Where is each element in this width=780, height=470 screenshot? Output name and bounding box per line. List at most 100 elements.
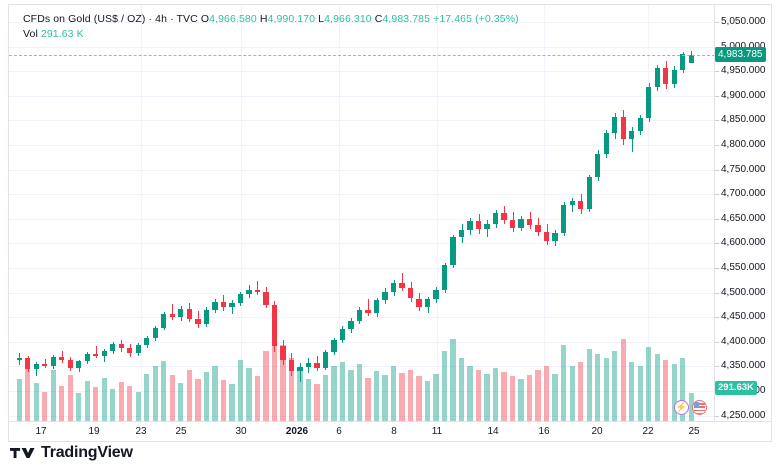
candle-body xyxy=(586,177,592,209)
gridline-horizontal xyxy=(9,194,715,196)
volume-bar xyxy=(127,386,133,423)
candle-wick xyxy=(96,345,97,358)
legend-volume-row: Vol 291.63 K xyxy=(23,27,519,41)
candle-body xyxy=(339,329,346,340)
volume-bar xyxy=(518,379,524,423)
candle-body xyxy=(688,54,694,64)
volume-bar xyxy=(509,375,516,423)
candle-body xyxy=(433,289,439,300)
candle-body xyxy=(612,117,618,134)
gridline-horizontal xyxy=(9,391,715,392)
volume-bar xyxy=(280,345,286,423)
candle-body xyxy=(16,357,22,361)
volume-bar xyxy=(271,333,278,423)
volume-bar xyxy=(637,365,643,423)
volume-bar xyxy=(288,357,295,423)
gridline-vertical xyxy=(241,5,242,423)
gridline-horizontal xyxy=(9,71,715,73)
candle-body xyxy=(297,367,303,372)
gridline-horizontal xyxy=(9,243,715,245)
time-axis[interactable]: 17 19 23 25 30 2026 6 8 11 14 16 20 22 25 xyxy=(9,421,771,441)
volume-bar xyxy=(305,379,312,423)
candle-body xyxy=(25,357,31,370)
volume-bar xyxy=(135,392,141,423)
price-tick-label: 4,450.000 xyxy=(715,312,766,322)
volume-bar xyxy=(612,351,618,423)
candle-body xyxy=(93,353,99,356)
last-price-tag: 4,983.785 xyxy=(715,47,766,63)
chart-plot-area[interactable] xyxy=(9,5,715,423)
candle-wick xyxy=(632,127,633,152)
volume-bar xyxy=(76,393,82,423)
candle-body xyxy=(118,343,124,348)
candle-wick xyxy=(104,348,105,363)
volume-bar xyxy=(441,351,448,423)
legend-close-label: C xyxy=(374,13,383,25)
volume-bar xyxy=(475,369,482,423)
candle-body xyxy=(450,237,456,266)
price-tick-label: 4,950.000 xyxy=(715,66,766,76)
candle-body xyxy=(535,224,541,232)
candle-body xyxy=(492,212,499,224)
legend-interval[interactable]: 4h xyxy=(155,13,168,25)
candle-body xyxy=(569,201,575,205)
candle-body xyxy=(663,68,669,84)
last-price-line xyxy=(9,54,715,56)
candle-body xyxy=(671,70,677,84)
candle-body xyxy=(637,118,643,132)
legend-symbol[interactable]: CFDs on Gold (US$ / OZ) xyxy=(23,13,146,25)
volume-bar xyxy=(93,387,99,423)
candle-body xyxy=(578,201,584,209)
price-tick-label: 4,900.000 xyxy=(715,90,766,101)
candle-body xyxy=(212,302,218,311)
volume-bar xyxy=(365,378,371,423)
legend-high-value: 4,990.170 xyxy=(267,13,316,25)
price-tick-label: 4,800.000 xyxy=(715,140,766,150)
volume-bar xyxy=(144,373,150,423)
price-axis[interactable]: 5,050.0005,000.0004,950.0004,900.0004,85… xyxy=(714,5,771,423)
last-volume-tag: 291.63K xyxy=(715,381,757,395)
volume-bar xyxy=(407,369,414,423)
candle-body xyxy=(365,310,371,314)
volume-bar xyxy=(467,365,473,423)
tradingview-wordmark: TradingView xyxy=(41,444,133,461)
candle-body xyxy=(67,360,73,369)
candle-body xyxy=(288,360,295,372)
volume-bar xyxy=(629,361,635,423)
candle-body xyxy=(161,314,167,328)
price-tick-label: 4,850.000 xyxy=(715,115,766,125)
candle-body xyxy=(356,310,363,322)
volume-bar xyxy=(50,369,56,423)
candle-wick xyxy=(257,280,258,295)
volume-bar xyxy=(212,365,218,423)
candle-body xyxy=(467,220,473,230)
candle-body xyxy=(680,54,686,71)
chart-badges: ⚡ xyxy=(674,400,707,415)
candle-body xyxy=(280,345,286,361)
price-tick-label: 4,550.000 xyxy=(715,263,766,273)
candle-body xyxy=(390,282,397,292)
candle-wick xyxy=(172,304,173,321)
candle-body xyxy=(144,337,150,345)
tradingview-logo[interactable]: TradingView xyxy=(10,444,133,462)
legend-close-value: 4,983.785 xyxy=(382,13,431,25)
volume-bar xyxy=(237,359,244,423)
volume-bar xyxy=(59,386,65,423)
candle-body xyxy=(271,305,278,346)
volume-bar xyxy=(569,365,575,423)
candle-body xyxy=(195,319,201,325)
candle-body xyxy=(263,291,269,306)
lightning-icon[interactable]: ⚡ xyxy=(674,400,689,415)
legend-exchange: TVC xyxy=(176,13,198,25)
time-tick-label: 8 xyxy=(391,426,397,437)
price-tick-label: 4,600.000 xyxy=(715,238,766,248)
candle-wick xyxy=(487,219,488,238)
candle-body xyxy=(552,232,558,242)
us-flag-icon[interactable] xyxy=(692,400,707,415)
candle-body xyxy=(127,347,133,353)
volume-bar xyxy=(535,369,541,423)
chart-frame: 5,050.0005,000.0004,950.0004,900.0004,85… xyxy=(8,4,772,442)
volume-bar xyxy=(688,393,694,423)
time-tick-label: 11 xyxy=(431,426,443,437)
